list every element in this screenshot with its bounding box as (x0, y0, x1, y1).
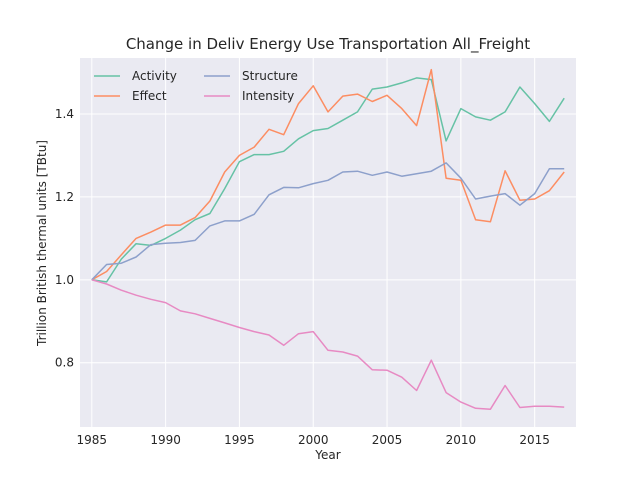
legend-label-structure: Structure (242, 69, 298, 83)
y-tick-label: 1.4 (55, 107, 74, 121)
x-tick-label: 2005 (372, 433, 403, 447)
x-tick-label: 1985 (77, 433, 108, 447)
series-line-activity (91, 77, 565, 283)
x-tick-label: 1990 (150, 433, 181, 447)
legend: Activity Effect Structure Intensity (94, 69, 298, 103)
series-line-structure (91, 162, 565, 281)
series-line-intensity (91, 279, 565, 410)
tick-labels: 1985 1990 1995 2000 2005 2010 2015 0.8 1.0 1.2 1.4 (55, 107, 550, 447)
y-tick-label: 1.0 (55, 273, 74, 287)
plot-area (80, 58, 576, 427)
y-tick-label: 0.8 (55, 356, 74, 370)
x-tick-label: 2000 (298, 433, 329, 447)
x-tick-label: 2010 (446, 433, 477, 447)
y-tick-label: 1.2 (55, 190, 74, 204)
chart-title: Change in Deliv Energy Use Transportatio… (126, 35, 530, 54)
series-line-effect (91, 68, 565, 281)
legend-label-intensity: Intensity (242, 89, 294, 103)
grid-lines (80, 58, 576, 427)
x-tick-label: 1995 (224, 433, 255, 447)
series-lines (91, 68, 565, 410)
legend-label-effect: Effect (132, 89, 167, 103)
y-axis-label: Trillion British thermal units [TBtu] (35, 140, 49, 347)
x-tick-label: 2015 (519, 433, 550, 447)
x-axis-label: Year (314, 448, 340, 462)
legend-label-activity: Activity (132, 69, 177, 83)
